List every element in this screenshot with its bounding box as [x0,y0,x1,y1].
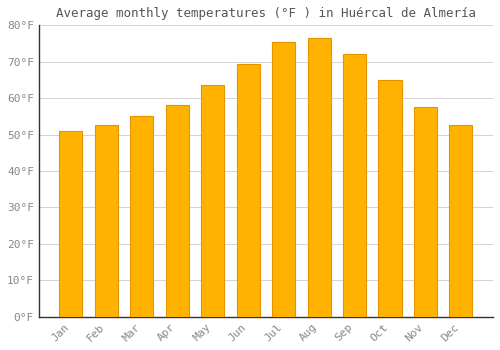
Bar [272,42,295,317]
Bar [308,38,330,317]
Bar [450,126,472,317]
Bar [378,80,402,317]
Bar [60,131,82,317]
Bar [201,85,224,317]
Bar [343,55,366,317]
Bar [414,107,437,317]
Bar [166,105,189,317]
Bar [130,117,154,317]
Title: Average monthly temperatures (°F ) in Huércal de Almería: Average monthly temperatures (°F ) in Hu… [56,7,476,20]
Bar [236,64,260,317]
Bar [95,126,118,317]
